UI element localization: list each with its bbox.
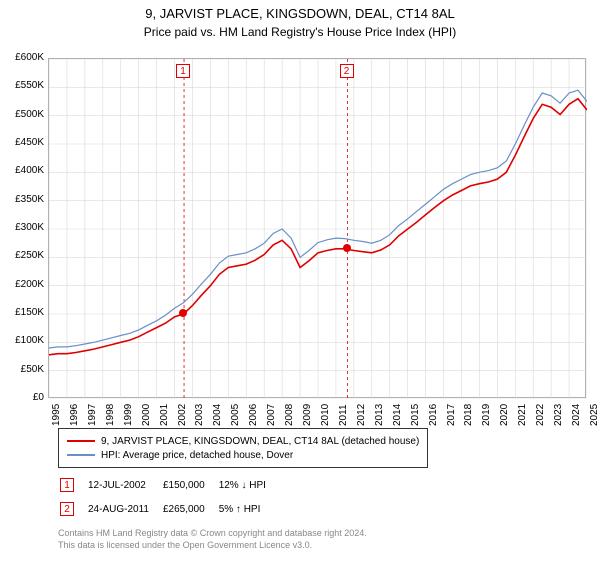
sale-date: 24-AUG-2011	[88, 498, 161, 520]
x-axis-label: 2003	[194, 404, 205, 426]
chart-subtitle: Price paid vs. HM Land Registry's House …	[0, 25, 600, 39]
x-axis-label: 2024	[571, 404, 582, 426]
y-axis-label: £250K	[4, 250, 44, 261]
x-axis-label: 2013	[374, 404, 385, 426]
x-axis-label: 2022	[535, 404, 546, 426]
sale-point-1	[179, 309, 187, 317]
chart-svg	[49, 59, 587, 399]
legend-item: 9, JARVIST PLACE, KINGSDOWN, DEAL, CT14 …	[67, 434, 419, 448]
chart-title: 9, JARVIST PLACE, KINGSDOWN, DEAL, CT14 …	[0, 6, 600, 21]
x-axis-label: 2023	[553, 404, 564, 426]
legend-item: HPI: Average price, detached house, Dove…	[67, 448, 419, 462]
y-axis-label: £400K	[4, 165, 44, 176]
legend-label: 9, JARVIST PLACE, KINGSDOWN, DEAL, CT14 …	[101, 436, 419, 447]
y-axis-label: £300K	[4, 222, 44, 233]
attribution-footer: Contains HM Land Registry data © Crown c…	[58, 528, 367, 551]
x-axis-label: 2021	[517, 404, 528, 426]
x-axis-label: 2002	[177, 404, 188, 426]
sale-point-2	[343, 244, 351, 252]
sale-marker-2: 2	[340, 64, 354, 78]
x-axis-label: 2025	[589, 404, 600, 426]
sale-marker-icon: 2	[60, 502, 74, 516]
x-axis-label: 2010	[320, 404, 331, 426]
y-axis-label: £350K	[4, 194, 44, 205]
sale-marker-icon: 1	[60, 478, 74, 492]
table-row: 1 12-JUL-2002£150,00012% ↓ HPI	[60, 474, 278, 496]
x-axis-label: 2011	[338, 404, 349, 426]
x-axis-label: 1999	[123, 404, 134, 426]
chart-plot-area	[48, 58, 586, 398]
x-axis-label: 2005	[230, 404, 241, 426]
sale-date: 12-JUL-2002	[88, 474, 161, 496]
y-axis-label: £450K	[4, 137, 44, 148]
table-row: 2 24-AUG-2011£265,0005% ↑ HPI	[60, 498, 278, 520]
sales-table: 1 12-JUL-2002£150,00012% ↓ HPI 2 24-AUG-201…	[58, 472, 280, 522]
y-axis-label: £150K	[4, 307, 44, 318]
sale-delta: 12% ↓ HPI	[219, 474, 278, 496]
legend-label: HPI: Average price, detached house, Dove…	[101, 450, 293, 461]
y-axis-label: £50K	[4, 364, 44, 375]
sale-marker-1: 1	[176, 64, 190, 78]
footer-line: This data is licensed under the Open Gov…	[58, 540, 367, 552]
x-axis-label: 1995	[51, 404, 62, 426]
x-axis-label: 1996	[69, 404, 80, 426]
y-axis-label: £550K	[4, 80, 44, 91]
x-axis-label: 2008	[284, 404, 295, 426]
x-axis-label: 1997	[87, 404, 98, 426]
y-axis-label: £0	[4, 392, 44, 403]
x-axis-label: 2012	[356, 404, 367, 426]
x-axis-label: 2016	[428, 404, 439, 426]
x-axis-label: 2000	[141, 404, 152, 426]
y-axis-label: £500K	[4, 109, 44, 120]
x-axis-label: 2014	[392, 404, 403, 426]
x-axis-label: 2004	[212, 404, 223, 426]
x-axis-label: 2001	[159, 404, 170, 426]
y-axis-label: £600K	[4, 52, 44, 63]
x-axis-label: 2009	[302, 404, 313, 426]
x-axis-label: 2017	[446, 404, 457, 426]
footer-line: Contains HM Land Registry data © Crown c…	[58, 528, 367, 540]
legend-swatch	[67, 454, 95, 456]
x-axis-label: 2006	[248, 404, 259, 426]
x-axis-label: 2007	[266, 404, 277, 426]
x-axis-label: 2020	[499, 404, 510, 426]
sale-price: £265,000	[163, 498, 217, 520]
y-axis-label: £100K	[4, 335, 44, 346]
sale-price: £150,000	[163, 474, 217, 496]
x-axis-label: 2019	[481, 404, 492, 426]
legend: 9, JARVIST PLACE, KINGSDOWN, DEAL, CT14 …	[58, 428, 428, 468]
y-axis-label: £200K	[4, 279, 44, 290]
legend-swatch	[67, 440, 95, 442]
x-axis-label: 2018	[463, 404, 474, 426]
x-axis-label: 2015	[410, 404, 421, 426]
x-axis-label: 1998	[105, 404, 116, 426]
sale-delta: 5% ↑ HPI	[219, 498, 278, 520]
